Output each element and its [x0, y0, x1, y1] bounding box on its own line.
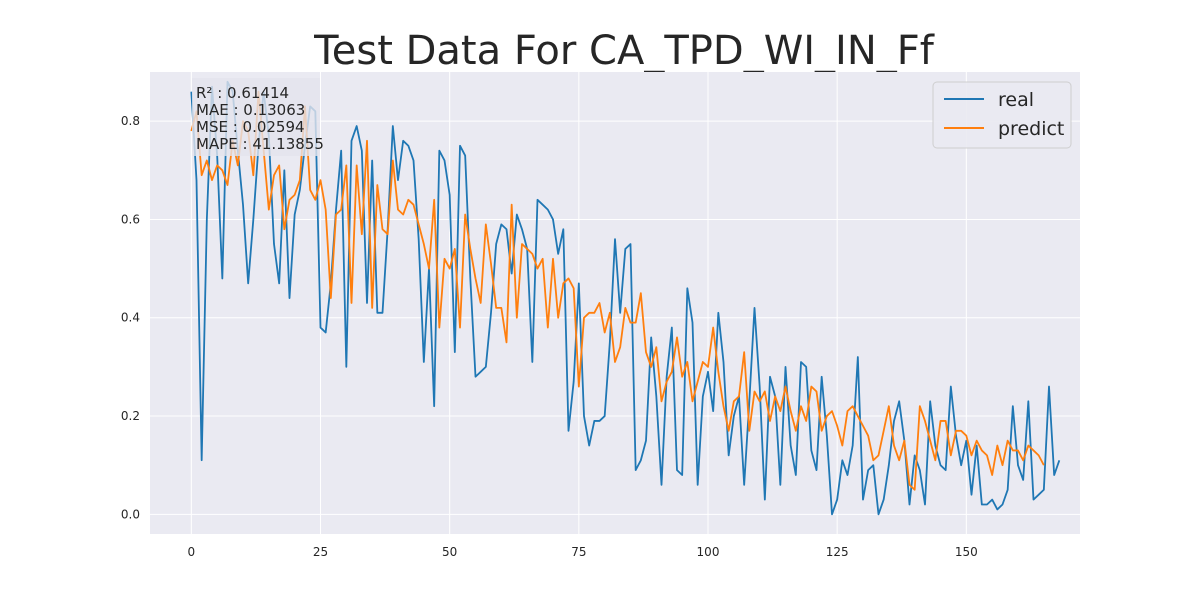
x-tick-label: 150 [955, 545, 978, 559]
x-tick-label: 75 [571, 545, 586, 559]
legend-label-predict: predict [998, 118, 1064, 140]
x-tick-label: 25 [313, 545, 328, 559]
y-tick-label: 0.2 [121, 409, 140, 423]
x-tick-label: 0 [188, 545, 196, 559]
metric-mape: MAPE : 41.13855 [196, 135, 324, 153]
series-lines [190, 80, 1061, 516]
x-tick-label: 100 [697, 545, 720, 559]
x-tick-label: 125 [826, 545, 849, 559]
grid-lines [150, 72, 1080, 534]
x-tick-label: 50 [442, 545, 457, 559]
y-tick-label: 0.6 [121, 212, 140, 226]
legend: real predict [932, 81, 1072, 149]
metric-r2: R² : 0.61414 [196, 84, 289, 102]
y-tick-label: 0.0 [121, 507, 140, 521]
legend-label-real: real [998, 89, 1034, 111]
tick-labels: 0 25 50 75 100 125 150 0.0 0.2 0.4 0.6 0.8 [121, 114, 978, 559]
metric-mse: MSE : 0.02594 [196, 118, 305, 136]
y-tick-label: 0.8 [121, 114, 140, 128]
chart-title: Test Data For CA_TPD_WI_IN_Ff [313, 28, 935, 74]
series-line-real [190, 80, 1061, 516]
y-tick-label: 0.4 [121, 311, 140, 325]
metrics-box-background [192, 78, 320, 156]
metrics-annotation: R² : 0.61414 MAE : 0.13063 MSE : 0.02594… [192, 78, 324, 156]
metric-mae: MAE : 0.13063 [196, 101, 305, 119]
series-line-predict [190, 90, 1045, 491]
